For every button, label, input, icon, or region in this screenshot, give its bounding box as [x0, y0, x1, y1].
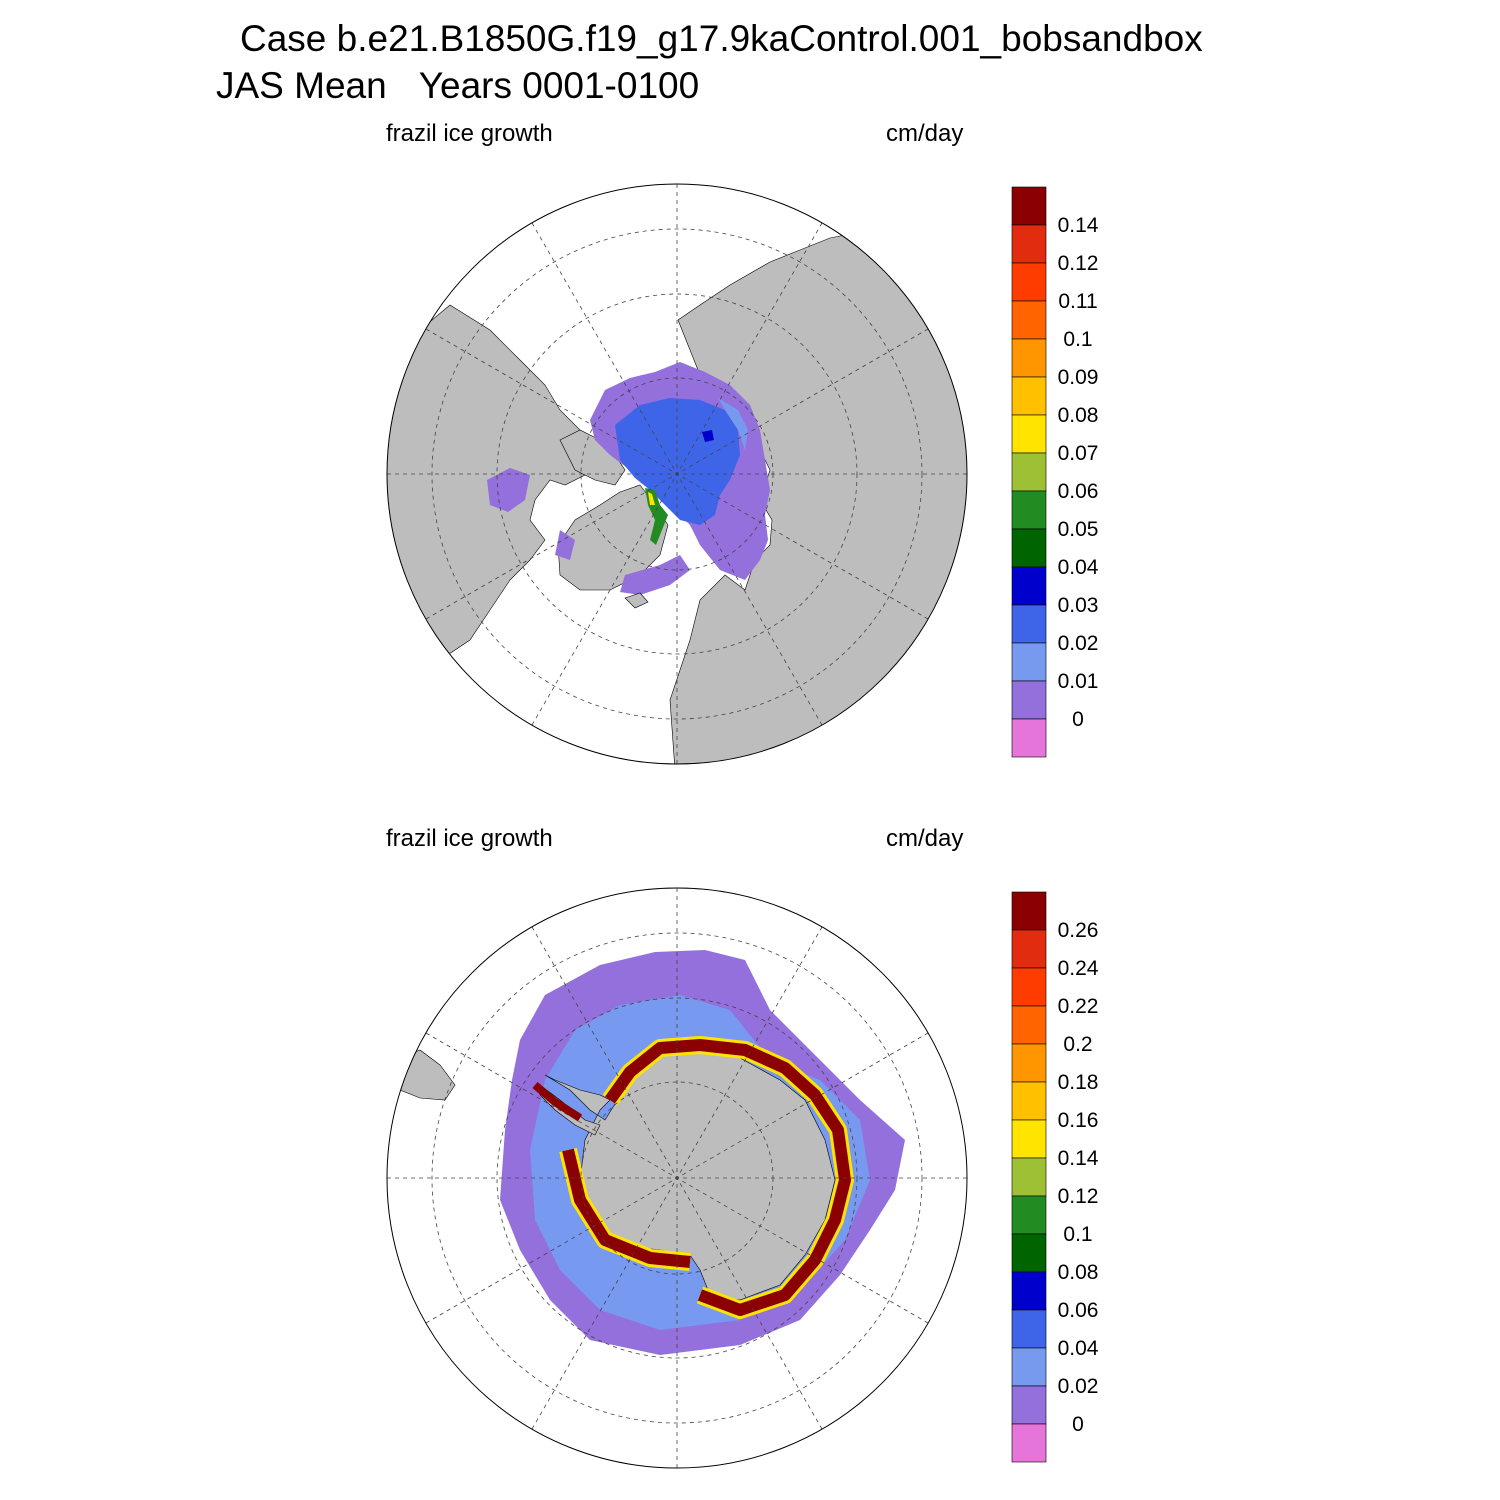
north-ice-labrador [555, 530, 575, 560]
south-colorbar-tick-label: 0.08 [1058, 1261, 1099, 1284]
south-colorbar-swatch [1011, 967, 1047, 1007]
south-colorbar-swatch [1011, 1309, 1047, 1349]
north-colorbar-tick-label: 0.06 [1058, 480, 1099, 503]
south-colorbar-tick-label: 0.16 [1058, 1109, 1099, 1132]
south-colorbar-tick-label: 0.12 [1058, 1185, 1099, 1208]
south-colorbar-tick-label: 0.22 [1058, 995, 1099, 1018]
north-colorbar-tick-label: 0.11 [1058, 290, 1097, 313]
south-colorbar-tick-label: 0.04 [1058, 1337, 1099, 1360]
north-parallel-70 [496, 293, 858, 655]
north-colorbar-tick-label: 0.02 [1058, 632, 1099, 655]
south-colorbar-tick-label: 0.02 [1058, 1375, 1099, 1398]
north-colorbar-tick-label: 0.05 [1058, 518, 1099, 541]
south-polar-map [386, 887, 968, 1469]
north-panel-units-label: cm/day [886, 120, 964, 147]
north-colorbar-swatch [1011, 642, 1047, 682]
north-parallel-60 [431, 228, 923, 720]
south-colorbar-tick-label: 0.2 [1063, 1033, 1092, 1056]
south-meridians [387, 888, 967, 1468]
south-coastal-band [532, 1036, 854, 1319]
south-colorbar-tick-label: 0.1 [1063, 1223, 1092, 1246]
north-colorbar-tick-label: 0.08 [1058, 404, 1099, 427]
north-colorbar-tick-label: 0.09 [1058, 366, 1099, 389]
south-colorbar-swatch [1011, 1081, 1047, 1121]
north-polar-map [386, 183, 968, 765]
north-ice-greenland-edge-yellow [648, 492, 655, 505]
north-colorbar-swatch [1011, 452, 1047, 492]
north-colorbar-swatch [1011, 414, 1047, 454]
north-colorbar-swatch [1011, 528, 1047, 568]
north-colorbar-swatch [1011, 186, 1047, 226]
north-meridians [387, 184, 967, 764]
south-colorbar-swatch [1011, 1423, 1047, 1463]
south-colorbar-swatch [1011, 1119, 1047, 1159]
north-colorbar-swatch [1011, 300, 1047, 340]
south-parallel-70 [496, 997, 858, 1359]
north-colorbar-tick-label: 0.04 [1058, 556, 1099, 579]
north-colorbar-swatch [1011, 490, 1047, 530]
north-map-border [386, 183, 968, 765]
north-ice-baffin [620, 555, 690, 595]
south-colorbar: 0.26 0.24 0.22 0.2 0.18 0.16 0.14 0.12 0.1 0.08 0.… [1011, 891, 1099, 1463]
south-colorbar-swatch [1011, 891, 1047, 931]
south-colorbar-swatch [1011, 1195, 1047, 1235]
north-colorbar-tick-label: 0.14 [1058, 214, 1099, 237]
north-colorbar-swatch [1011, 718, 1047, 758]
north-ice-hudson [487, 468, 530, 512]
south-colorbar-swatch [1011, 1043, 1047, 1083]
south-colorbar-tick-label: 0.24 [1058, 957, 1099, 980]
south-colorbar-swatch [1011, 1157, 1047, 1197]
north-land-greenland [557, 484, 669, 591]
figure-title-case: Case b.e21.B1850G.f19_g17.9kaControl.001… [240, 18, 1203, 59]
north-colorbar-swatch [1011, 566, 1047, 606]
north-colorbar-tick-label: 0.07 [1058, 442, 1099, 465]
north-land-iceland [624, 592, 649, 609]
figure-title-period: JAS Mean Years 0001-0100 [216, 65, 699, 107]
south-panel-units-label: cm/day [886, 825, 964, 852]
north-land-arctic-islands [559, 429, 626, 486]
south-colorbar-tick-label: 0.06 [1058, 1299, 1099, 1322]
south-colorbar-swatch [1011, 929, 1047, 969]
north-colorbar-swatch [1011, 376, 1047, 416]
north-ice-core [615, 398, 740, 525]
south-colorbar-tick-label: 0.14 [1058, 1147, 1099, 1170]
south-colorbar-tick-label: 0.18 [1058, 1071, 1099, 1094]
north-colorbar-swatch [1011, 680, 1047, 720]
south-panel-variable-label: frazil ice growth [386, 825, 553, 852]
north-panel-variable-label: frazil ice growth [386, 120, 553, 147]
south-colorbar-swatch [1011, 1233, 1047, 1273]
south-colorbar-swatch [1011, 1385, 1047, 1425]
north-colorbar-tick-label: 0.12 [1058, 252, 1099, 275]
south-parallel-60 [431, 932, 923, 1424]
south-colorbar-tick-label: 0 [1072, 1413, 1084, 1436]
north-ice-deep-spot [702, 430, 714, 442]
north-colorbar-tick-label: 0.03 [1058, 594, 1099, 617]
years-label: Years 0001-0100 [418, 65, 700, 106]
south-colorbar-tick-label: 0.26 [1058, 919, 1099, 942]
south-colorbar-swatch [1011, 1347, 1047, 1387]
north-colorbar-tick-label: 0.1 [1063, 328, 1092, 351]
south-map-border [386, 887, 968, 1469]
south-colorbar-swatch [1011, 1271, 1047, 1311]
north-colorbar-tick-label: 0 [1072, 708, 1084, 731]
north-colorbar-swatch [1011, 262, 1047, 302]
north-colorbar-swatch [1011, 224, 1047, 264]
season-label: JAS Mean [216, 65, 387, 106]
north-colorbar-tick-label: 0.01 [1058, 670, 1099, 693]
north-colorbar-swatch [1011, 604, 1047, 644]
south-colorbar-swatch [1011, 1005, 1047, 1045]
north-colorbar: 0.14 0.12 0.11 0.1 0.09 0.08 0.07 0.06 0.05 0.04 0… [1011, 186, 1099, 758]
north-colorbar-swatch [1011, 338, 1047, 378]
